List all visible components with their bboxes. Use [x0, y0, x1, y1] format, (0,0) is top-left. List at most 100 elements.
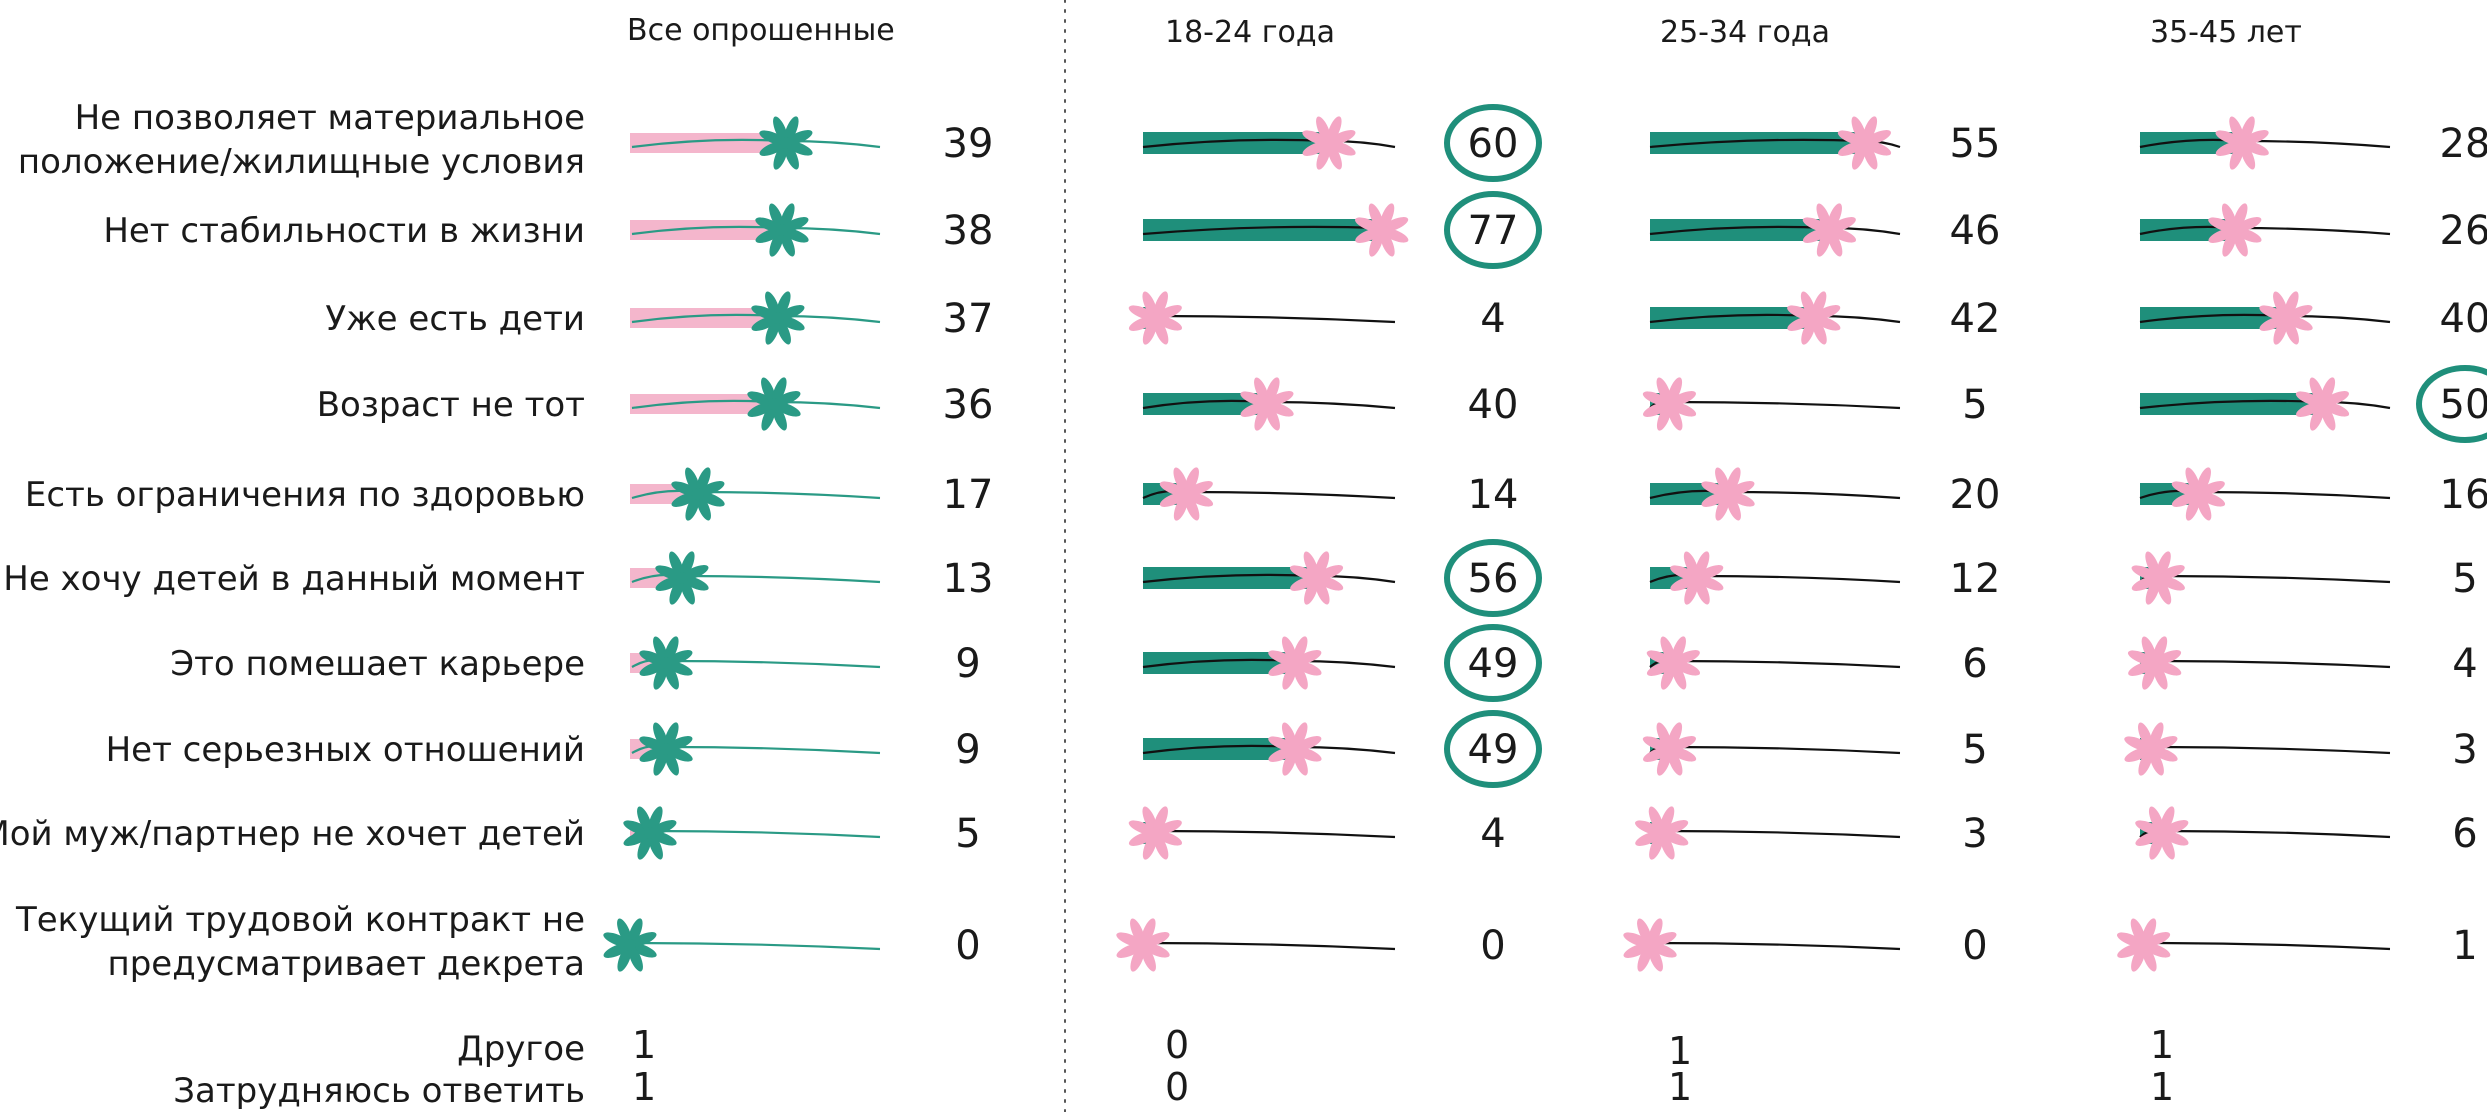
bar	[1650, 307, 1814, 329]
category-label: положение/жилищные условия	[18, 142, 585, 182]
flower-marker	[2116, 918, 2171, 972]
extra-row-value: 1	[2150, 1065, 2174, 1109]
flower-marker	[2295, 377, 2350, 431]
value-label: 37	[943, 296, 994, 342]
bar	[630, 220, 782, 240]
category-label: Мой муж/партнер не хочет детей	[0, 814, 585, 854]
extra-row-label: Другое	[457, 1029, 585, 1069]
category-label: предусматривает декрета	[107, 944, 585, 984]
category-label: Возраст не тот	[317, 385, 585, 425]
flower-marker	[1837, 116, 1892, 170]
bar	[2140, 132, 2243, 154]
value-label: 4	[2452, 641, 2477, 687]
flower-marker	[1635, 806, 1689, 860]
bar	[1143, 652, 1295, 674]
value-label: 38	[943, 208, 994, 254]
value-label: 5	[1962, 382, 1987, 428]
stem-line	[1649, 138, 1901, 149]
extra-row-value: 1	[632, 1065, 656, 1109]
flower-marker	[1302, 116, 1356, 170]
category-label: Не хочу детей в данный момент	[3, 559, 585, 599]
flower-marker	[1355, 203, 1409, 257]
extra-row-value: 0	[1165, 1023, 1189, 1067]
stem-line	[1142, 313, 1396, 324]
category-label: Уже есть дети	[325, 299, 585, 339]
category-label: Нет серьезных отношений	[106, 730, 585, 770]
bar	[1143, 393, 1267, 415]
flower-marker	[639, 722, 693, 776]
flower-marker	[1701, 467, 1755, 521]
extra-row-value: 1	[2150, 1023, 2174, 1067]
category-label: Не позволяет материальное	[75, 98, 585, 138]
bar	[2140, 307, 2286, 329]
stem-line	[628, 940, 881, 951]
flower-marker	[671, 467, 725, 521]
bar	[1650, 132, 1865, 154]
stem-line	[631, 658, 881, 669]
flower-marker	[1802, 203, 1857, 257]
category-label: Текущий трудовой контракт не	[15, 900, 585, 940]
value-label: 56	[1468, 556, 1519, 602]
value-label: 40	[2440, 296, 2487, 342]
bar	[2140, 393, 2323, 415]
flower-marker	[603, 918, 657, 972]
stem-line	[1649, 828, 1901, 839]
value-label: 0	[1480, 923, 1505, 969]
flower-marker	[747, 377, 801, 431]
extra-row-value: 0	[1165, 1065, 1189, 1109]
extra-row-value: 1	[1668, 1029, 1692, 1073]
flower-marker	[1670, 551, 1724, 605]
category-label: Нет стабильности в жизни	[103, 211, 585, 251]
flower-marker	[2127, 636, 2182, 690]
panel-header: 18-24 года	[1165, 15, 1335, 50]
stem-line	[2139, 744, 2391, 755]
bar	[1143, 738, 1295, 760]
highlight-circle	[1444, 624, 1542, 702]
value-label: 13	[943, 556, 994, 602]
value-label: 3	[2452, 727, 2477, 773]
value-label: 46	[1950, 208, 2001, 254]
flower-marker	[1787, 291, 1841, 345]
flower-marker	[1642, 377, 1697, 431]
value-label: 4	[1480, 811, 1505, 857]
highlight-circle	[1444, 104, 1542, 182]
stem-line	[2139, 489, 2391, 500]
highlight-circle	[1444, 191, 1542, 269]
value-label: 9	[955, 727, 980, 773]
value-label: 55	[1950, 121, 2001, 167]
category-label: Это помешает карьере	[170, 644, 585, 684]
value-label: 4	[1480, 296, 1505, 342]
flower-marker	[1268, 722, 1322, 776]
highlight-circle	[1444, 539, 1542, 617]
stem-line	[1648, 940, 1901, 951]
flower-marker	[759, 116, 813, 170]
bar	[1143, 219, 1382, 241]
stem-line	[631, 573, 881, 584]
value-label: 39	[943, 121, 994, 167]
value-label: 5	[1962, 727, 1987, 773]
flower-marker	[2124, 722, 2178, 776]
value-label: 5	[2452, 556, 2477, 602]
stem-line	[2139, 658, 2391, 669]
flower-marker	[1128, 291, 1183, 345]
panel-header: 25-34 года	[1660, 15, 1830, 50]
flower-marker	[623, 806, 677, 860]
extra-row-value: 1	[632, 1023, 656, 1067]
flower-marker	[655, 551, 709, 605]
value-label: 20	[1950, 472, 2001, 518]
flower-marker	[1623, 918, 1677, 972]
value-label: 5	[955, 811, 980, 857]
flower-marker	[2131, 551, 2185, 605]
bar	[1143, 567, 1317, 589]
panel-header: Все опрошенные	[627, 13, 895, 48]
value-label: 1	[2452, 923, 2477, 969]
flower-marker	[2215, 116, 2269, 170]
value-label: 9	[955, 641, 980, 687]
value-label: 14	[1468, 472, 1519, 518]
value-label: 12	[1950, 556, 2001, 602]
value-label: 0	[955, 923, 980, 969]
value-label: 49	[1468, 641, 1519, 687]
flower-marker	[1128, 806, 1183, 860]
value-label: 3	[1962, 811, 1987, 857]
